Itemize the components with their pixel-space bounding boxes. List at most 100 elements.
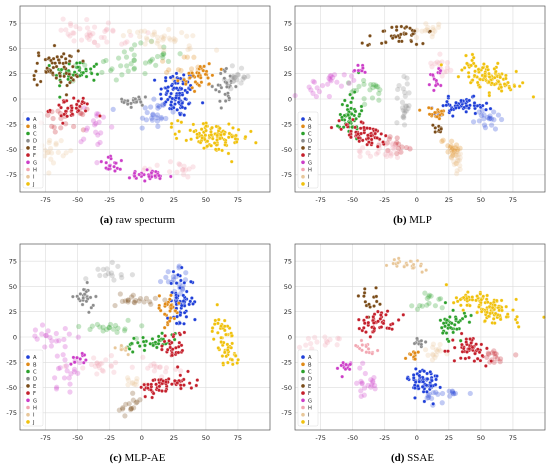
legend-marker-I: [26, 412, 30, 417]
x-tick-label: -75: [40, 434, 51, 442]
point-I: [456, 157, 463, 164]
point-J: [493, 303, 497, 308]
point-E: [421, 41, 425, 46]
point-J: [483, 319, 487, 323]
point-I: [425, 24, 431, 31]
point-J: [490, 81, 494, 86]
point-I: [161, 47, 167, 53]
point-D: [399, 99, 406, 105]
point-I: [120, 33, 126, 39]
point-I: [420, 270, 424, 274]
point-I: [135, 29, 141, 35]
point-H: [151, 368, 157, 374]
point-J: [213, 318, 218, 323]
point-F: [62, 112, 67, 117]
point-E: [128, 294, 135, 300]
point-C: [439, 305, 445, 311]
caption-text: MLP-AE: [124, 452, 166, 464]
point-E: [125, 297, 131, 303]
point-F: [70, 112, 75, 116]
legend-marker-G: [301, 160, 305, 165]
legend-marker-J: [301, 420, 305, 424]
point-B: [448, 143, 454, 149]
point-G: [357, 365, 363, 371]
point-H: [65, 31, 71, 37]
point-J: [209, 143, 214, 148]
legend-label-A: A: [33, 117, 37, 123]
point-A: [179, 86, 184, 91]
point-E: [398, 32, 403, 37]
point-J: [198, 140, 203, 145]
point-H: [128, 32, 134, 38]
scatter-panel-raw-spectrum: -75 -50 -25 0 25 50 75-75-50-250255075ABCDEFGH…: [6, 5, 271, 204]
point-I: [53, 140, 59, 146]
point-G: [363, 70, 367, 75]
point-H: [122, 40, 128, 46]
point-C: [132, 42, 138, 48]
point-A: [188, 299, 193, 304]
point-B: [449, 147, 455, 153]
legend-label-A: A: [308, 355, 312, 361]
point-G: [119, 158, 124, 163]
point-A: [179, 278, 183, 283]
point-E: [130, 390, 136, 396]
point-C: [161, 44, 167, 50]
point-G: [325, 81, 331, 87]
y-tick-label: 75: [284, 257, 292, 265]
point-I: [154, 40, 160, 46]
point-E: [439, 127, 444, 131]
point-C: [370, 81, 377, 88]
point-D: [401, 122, 408, 128]
point-J: [173, 132, 177, 136]
point-D: [227, 96, 232, 100]
point-J: [203, 133, 208, 138]
point-H: [124, 39, 130, 45]
point-F: [384, 140, 390, 146]
point-D: [234, 84, 238, 89]
point-H: [110, 27, 116, 33]
point-F: [372, 326, 377, 331]
point-H: [384, 148, 391, 154]
point-H: [392, 143, 398, 149]
point-J: [215, 302, 220, 307]
point-D: [71, 294, 75, 299]
point-J: [175, 118, 180, 123]
point-F: [513, 352, 519, 358]
point-H: [86, 29, 92, 36]
point-G: [147, 174, 151, 179]
point-J: [485, 64, 490, 69]
point-A: [449, 388, 455, 394]
point-G: [354, 380, 360, 386]
legend-marker-E: [26, 384, 30, 388]
legend-marker-A: [301, 355, 305, 359]
legend-label-D: D: [33, 139, 37, 145]
legend-label-H: H: [308, 406, 312, 412]
point-A: [179, 265, 184, 270]
point-E: [390, 25, 394, 30]
point-I: [457, 151, 463, 157]
point-H: [177, 162, 183, 168]
point-C: [342, 98, 347, 103]
point-G: [438, 83, 443, 88]
point-G: [313, 93, 319, 100]
point-I: [184, 33, 190, 39]
point-E: [367, 302, 371, 307]
point-I: [451, 159, 457, 165]
point-A: [422, 399, 427, 404]
point-F: [195, 378, 200, 382]
point-D: [406, 103, 412, 109]
point-A: [420, 384, 425, 389]
point-I: [437, 341, 443, 348]
point-F: [55, 108, 61, 114]
point-G: [358, 393, 364, 399]
point-F: [443, 349, 447, 354]
point-G: [49, 338, 55, 344]
point-I: [125, 377, 132, 383]
point-A: [470, 119, 477, 125]
point-F: [479, 342, 484, 347]
point-H: [63, 27, 69, 33]
point-F: [385, 147, 391, 154]
point-F: [157, 384, 162, 389]
point-B: [450, 152, 456, 158]
point-F: [461, 346, 466, 351]
